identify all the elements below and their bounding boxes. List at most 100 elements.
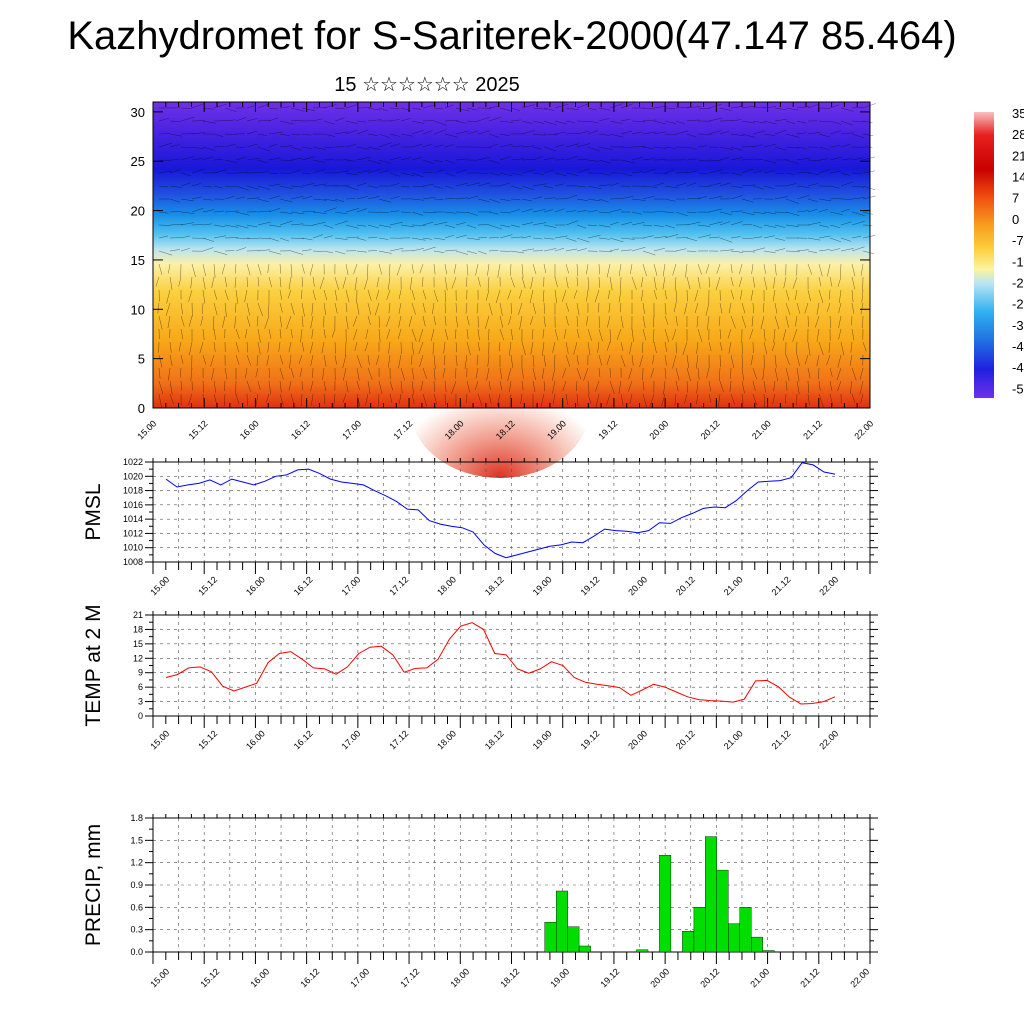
temp-x-tick-label: 17.00 [340, 728, 363, 751]
wind-barb [697, 224, 711, 227]
wind-barb [235, 224, 249, 229]
wind-barb [510, 198, 521, 200]
wind-barb [763, 341, 768, 355]
wind-barb [180, 248, 190, 252]
wind-barb [444, 159, 456, 164]
wind-barb [521, 104, 535, 109]
wind-barb [224, 367, 228, 380]
wind-barb [609, 380, 615, 394]
wind-barb [389, 183, 400, 187]
wind-barb [706, 367, 710, 379]
wind-barb [653, 131, 666, 135]
wind-barb [565, 315, 569, 326]
wind-barb [652, 328, 655, 343]
wind-barb [444, 380, 447, 393]
wind-barb [608, 302, 611, 313]
wind-barb [444, 120, 458, 122]
wind-barb [576, 224, 587, 229]
wind-barb [708, 276, 710, 288]
wind-barb [178, 341, 182, 352]
wind-barb [750, 289, 754, 301]
wind-barb [321, 341, 325, 354]
wind-barb [785, 367, 790, 382]
wind-barb [323, 380, 327, 392]
wind-barb [323, 250, 333, 254]
colorbar-tick-label: 14 [1012, 170, 1024, 185]
wind-barb [200, 315, 204, 326]
precip-bar [659, 855, 672, 953]
wind-barb [818, 367, 820, 380]
wind-barb [531, 328, 534, 340]
wind-barb [191, 158, 203, 161]
wind-barb [288, 380, 292, 391]
wind-barb [488, 106, 499, 109]
wind-barb [301, 302, 305, 317]
wind-barb [455, 354, 458, 366]
wind-barb [268, 250, 281, 255]
wind-barb [661, 393, 666, 407]
wind-barb [279, 159, 294, 161]
wind-barb [686, 289, 688, 302]
pmsl-panel: 1008 1010 1012 1014 1016 1018 1020 1022 PMSL 15.0… [82, 457, 878, 597]
wind-barb [488, 302, 493, 316]
wind-barb [367, 315, 371, 326]
wind-barb [245, 367, 248, 379]
wind-barb [477, 146, 492, 149]
wind-barb [697, 107, 711, 110]
wind-barb [653, 276, 657, 291]
wind-barb [279, 289, 283, 300]
wind-barb [400, 157, 411, 161]
wind-barb [576, 276, 578, 287]
wind-barb [620, 118, 631, 122]
wind-barb [246, 276, 248, 288]
wind-barb [444, 211, 457, 214]
wind-barb [378, 315, 381, 328]
wind-barb [796, 172, 811, 174]
wind-barb [752, 380, 756, 391]
heatmap-x-tick-label: 15.00 [135, 418, 158, 441]
wind-barb [708, 208, 723, 213]
wind-barb [499, 133, 510, 137]
wind-barb [356, 129, 369, 135]
pmsl-x-tick-label: 19.12 [578, 574, 601, 597]
wind-barb [430, 328, 435, 342]
wind-barb [345, 302, 348, 313]
wind-barb [849, 380, 853, 394]
wind-barb [554, 328, 559, 341]
wind-barb [785, 211, 800, 216]
wind-barb [860, 263, 864, 276]
wind-barb [629, 341, 633, 355]
wind-barb [367, 133, 379, 137]
wind-barb [675, 289, 678, 303]
wind-barb [829, 145, 841, 148]
wind-barb [631, 131, 643, 135]
wind-barb [530, 341, 534, 355]
wind-barb [444, 144, 454, 148]
wind-barb [301, 237, 313, 241]
wind-barb [213, 235, 226, 239]
wind-barb [587, 328, 592, 341]
wind-barb [576, 263, 579, 277]
wind-barb [774, 315, 780, 330]
pmsl-x-tick-label: 18.00 [435, 574, 458, 597]
wind-barb [521, 130, 535, 135]
wind-barb [840, 143, 851, 148]
colorbar-tick-label: 35 [1012, 106, 1024, 121]
wind-barb [400, 380, 403, 394]
wind-barb [367, 159, 382, 165]
wind-barb [433, 380, 435, 392]
wind-barb [497, 393, 501, 406]
temp-x-tick-label: 22.00 [817, 728, 840, 751]
wind-barb [649, 393, 655, 408]
wind-barb [763, 159, 777, 164]
wind-barb [507, 289, 512, 300]
wind-barb [385, 315, 391, 327]
wind-barb [169, 393, 174, 405]
wind-barb [521, 222, 533, 226]
wind-barb [785, 302, 791, 316]
wind-barb [554, 289, 557, 303]
wind-barb [378, 159, 392, 164]
wind-barb [576, 143, 591, 148]
wind-barb [499, 234, 513, 239]
wind-barb [356, 195, 369, 200]
